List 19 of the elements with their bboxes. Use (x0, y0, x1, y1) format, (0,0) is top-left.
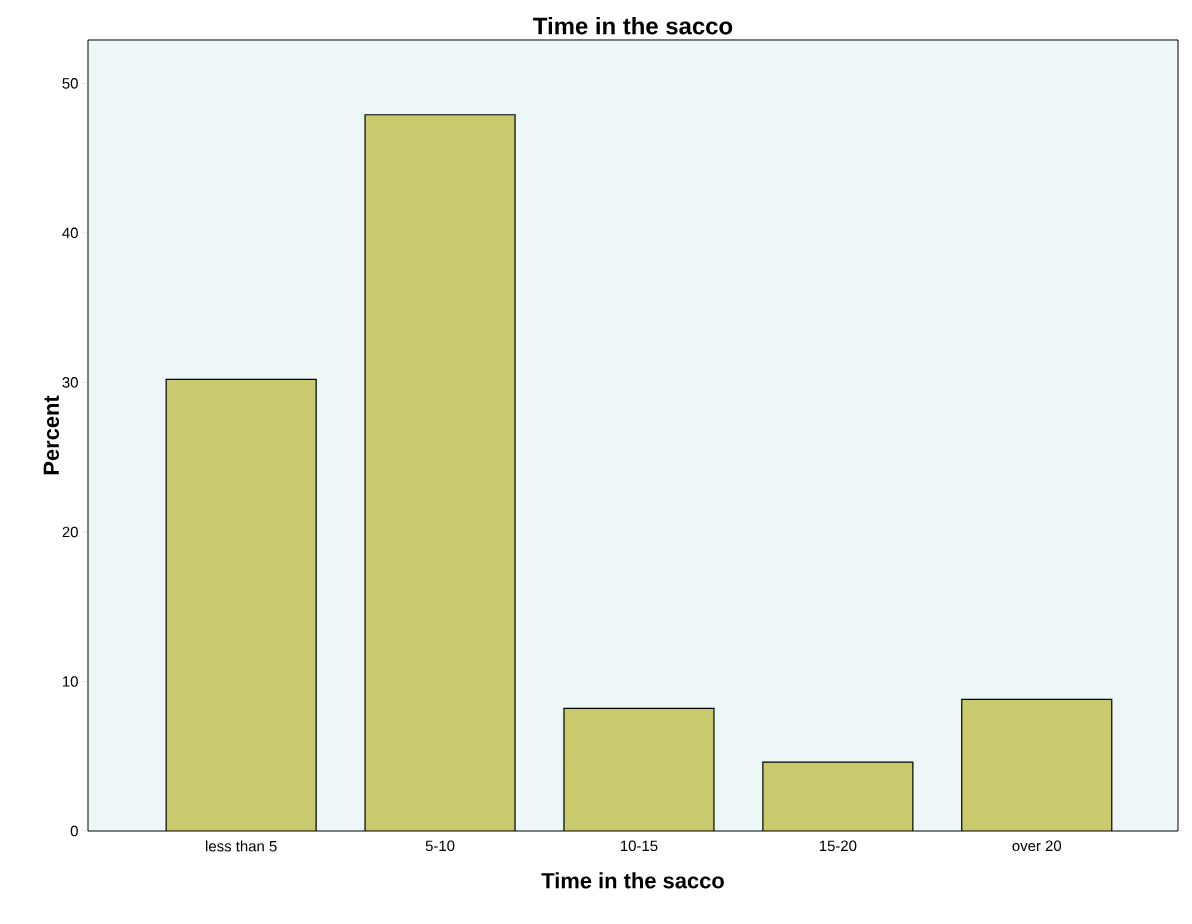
y-tick-label: 50 (62, 78, 78, 89)
y-tick-label: 10 (63, 676, 78, 687)
x-axis-title: Time in the sacco (541, 872, 724, 889)
y-tick-label: 30 (62, 377, 78, 388)
y-tick-label: 0 (70, 825, 78, 837)
x-tick-label: over 20 (1012, 840, 1062, 852)
x-tick-label: less than 5 (206, 840, 277, 852)
x-tick-label: 15-20 (819, 840, 857, 852)
x-tick-label: 10-15 (620, 840, 658, 852)
bar (563, 707, 715, 831)
bar (364, 114, 516, 831)
y-axis-title: Percent (43, 395, 60, 475)
x-tick-label: 5-10 (425, 840, 455, 852)
y-tick-label: 40 (62, 227, 78, 239)
bar (961, 698, 1113, 831)
y-tick-label: 20 (62, 526, 78, 538)
bar (166, 379, 317, 831)
bar (762, 761, 914, 831)
chart-title: Time in the sacco (533, 16, 733, 35)
